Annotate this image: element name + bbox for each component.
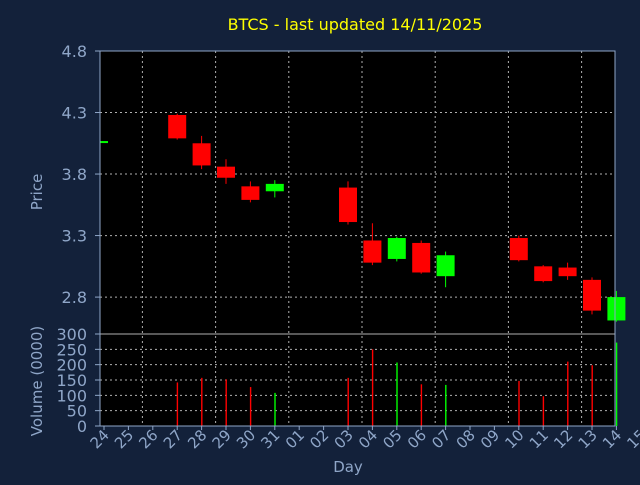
- candle: [192, 135, 211, 170]
- volume-bar: [176, 382, 179, 426]
- candle-body: [436, 255, 455, 277]
- volume-bar: [201, 377, 203, 426]
- candle: [607, 290, 626, 322]
- candle: [168, 113, 187, 140]
- day-tick-label: 01: [282, 426, 308, 452]
- day-tick-label: 07: [428, 426, 454, 452]
- candle: [558, 262, 577, 280]
- day-tick-label: 30: [233, 426, 259, 452]
- price-tick-label: 3.3: [62, 227, 87, 246]
- candle: [241, 181, 260, 203]
- day-tick-label: 06: [404, 426, 430, 452]
- candle-body: [607, 297, 626, 321]
- day-tick-label: 31: [257, 426, 283, 452]
- day-tick-label: 13: [575, 426, 601, 452]
- day-tick-label: 28: [184, 426, 210, 452]
- price-tick-label: 4.8: [62, 42, 87, 61]
- candle-body: [192, 143, 211, 166]
- day-tick-label: 27: [160, 426, 186, 452]
- volume-bar: [615, 342, 618, 426]
- volume-bar: [420, 384, 423, 426]
- volume-tick-label: 100: [56, 386, 87, 405]
- day-tick-label: 14: [599, 426, 625, 452]
- volume-tick-label: 0: [77, 417, 87, 436]
- volume-bar: [371, 349, 374, 426]
- candle-body: [217, 166, 235, 178]
- candlestick-series: [100, 113, 626, 322]
- day-tick-label: 15: [623, 426, 640, 452]
- candle-body: [339, 187, 357, 223]
- candle-body: [265, 183, 284, 192]
- volume-tick-label: 50: [67, 402, 87, 421]
- candle: [100, 141, 108, 144]
- volume-bar: [396, 362, 398, 426]
- price-axis-label: Price: [28, 174, 46, 211]
- volume-bar: [567, 361, 569, 426]
- price-tick-label: 3.8: [62, 165, 87, 184]
- volume-bar: [249, 387, 252, 426]
- candle-body: [168, 114, 187, 139]
- candle: [363, 223, 382, 266]
- price-panel: [100, 51, 615, 334]
- candle: [217, 159, 235, 184]
- day-tick-label: 11: [526, 426, 552, 452]
- volume-bar: [274, 392, 276, 426]
- candle-body: [583, 279, 601, 311]
- candle-body: [509, 238, 528, 261]
- candle-body: [558, 267, 577, 277]
- price-axis-ticks: 4.8 4.3 3.8 3.3 2.8: [62, 42, 100, 307]
- day-axis-label: Day: [333, 458, 363, 476]
- candle: [387, 236, 406, 262]
- day-tick-label: 10: [501, 426, 527, 452]
- day-tick-label: 03: [331, 426, 357, 452]
- volume-axis-label: Volume (0000): [28, 326, 46, 436]
- day-tick-label: 25: [111, 426, 137, 452]
- volume-tick-label: 150: [56, 371, 87, 390]
- volume-tick-label: 250: [56, 340, 87, 359]
- candle: [509, 235, 528, 262]
- day-tick-label: 09: [477, 426, 503, 452]
- volume-bar: [445, 384, 447, 426]
- volume-bar-series: [176, 342, 618, 426]
- day-tick-label: 08: [453, 426, 479, 452]
- price-tick-label: 2.8: [62, 288, 87, 307]
- volume-bar: [542, 396, 545, 426]
- candle-body: [241, 186, 260, 200]
- day-tick-label: 12: [550, 426, 576, 452]
- day-tick-label: 04: [355, 426, 381, 452]
- candle-body: [412, 242, 431, 273]
- candle: [534, 265, 553, 283]
- candle: [436, 251, 455, 288]
- price-tick-label: 4.3: [62, 104, 87, 123]
- candle-body: [534, 266, 553, 282]
- volume-bar: [347, 377, 349, 426]
- candle: [265, 180, 284, 198]
- day-tick-label: 26: [135, 426, 161, 452]
- day-axis-ticks: 2425262728293031010203040506070809101112…: [87, 426, 640, 452]
- candle-body: [363, 240, 382, 263]
- candle: [412, 240, 431, 274]
- candle: [583, 277, 601, 315]
- volume-bar: [518, 380, 520, 426]
- candle: [339, 181, 357, 225]
- day-tick-label: 24: [87, 426, 113, 452]
- gridlines: [100, 51, 615, 426]
- candle-body: [100, 141, 108, 144]
- volume-tick-label: 200: [56, 356, 87, 375]
- candle-body: [387, 238, 406, 259]
- day-tick-label: 05: [379, 426, 405, 452]
- day-tick-label: 29: [209, 426, 235, 452]
- plot-frame: [99, 50, 616, 427]
- volume-bar: [225, 379, 227, 426]
- volume-bar: [591, 365, 593, 426]
- volume-tick-label: 300: [56, 325, 87, 344]
- day-tick-label: 02: [306, 426, 332, 452]
- chart-title: BTCS - last updated 14/11/2025: [228, 15, 483, 34]
